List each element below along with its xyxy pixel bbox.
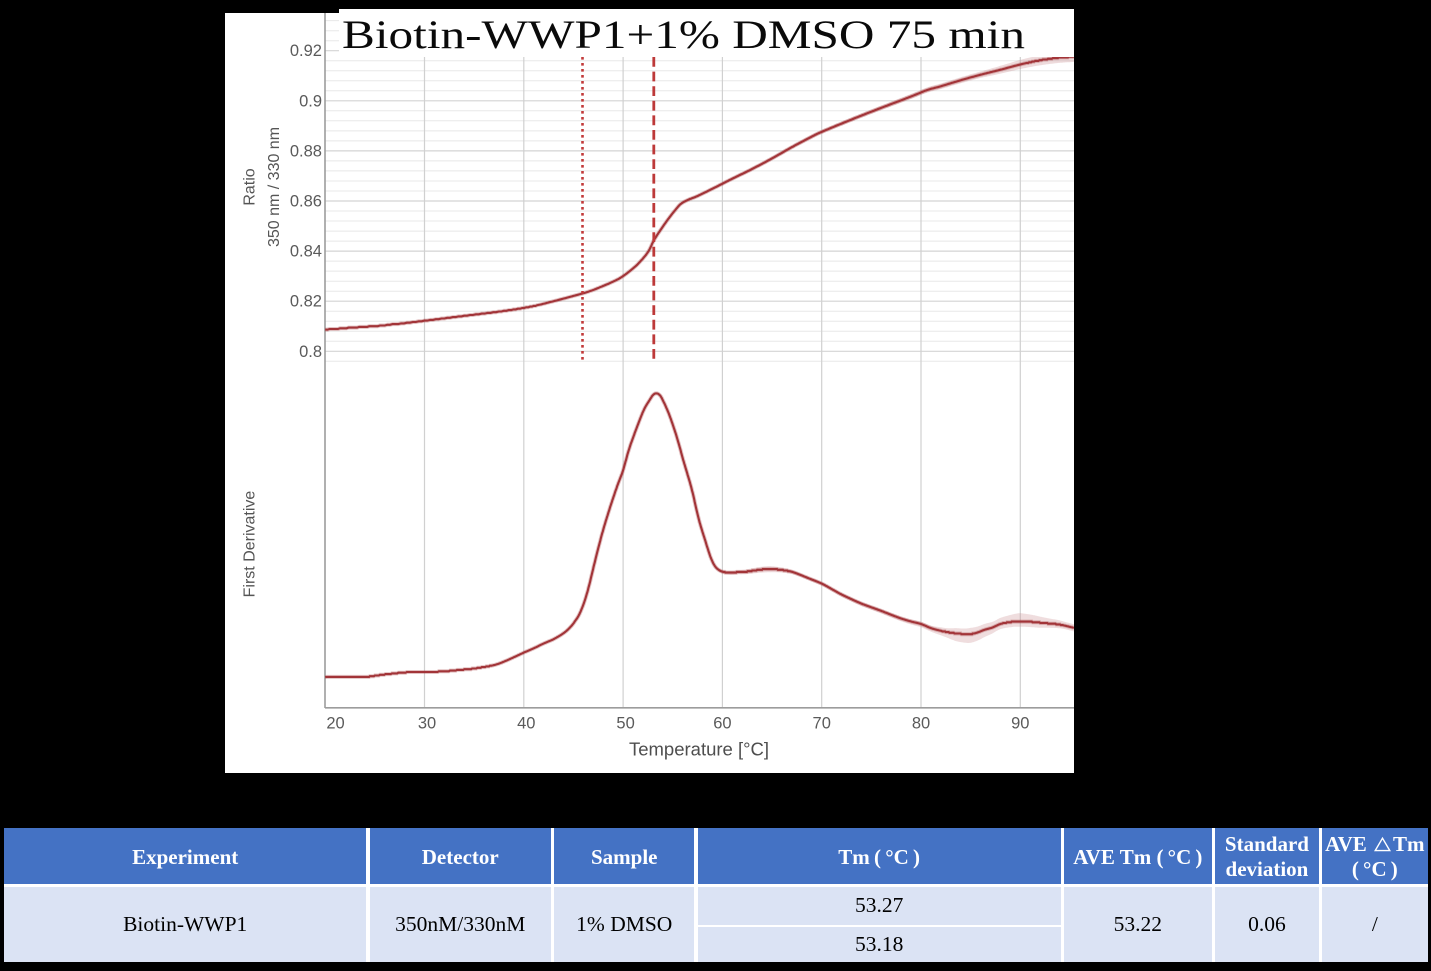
svg-text:Ratio: Ratio bbox=[242, 168, 259, 205]
svg-text:80: 80 bbox=[912, 715, 930, 733]
svg-text:0.9: 0.9 bbox=[299, 92, 322, 110]
svg-text:20: 20 bbox=[326, 715, 344, 733]
svg-text:30: 30 bbox=[418, 715, 436, 733]
svg-text:350 nm / 330 nm: 350 nm / 330 nm bbox=[266, 127, 283, 247]
svg-text:0.92: 0.92 bbox=[290, 42, 322, 60]
svg-text:0.88: 0.88 bbox=[290, 142, 322, 160]
svg-text:0.82: 0.82 bbox=[290, 293, 322, 311]
svg-text:70: 70 bbox=[813, 715, 831, 733]
svg-text:0.8: 0.8 bbox=[299, 343, 322, 361]
svg-text:Temperature [°C]: Temperature [°C] bbox=[629, 739, 769, 760]
svg-text:40: 40 bbox=[517, 715, 535, 733]
svg-text:0.84: 0.84 bbox=[290, 243, 322, 261]
svg-text:90: 90 bbox=[1011, 715, 1029, 733]
svg-text:First Derivative: First Derivative bbox=[242, 491, 259, 598]
svg-text:50: 50 bbox=[616, 715, 634, 733]
svg-text:60: 60 bbox=[713, 715, 731, 733]
svg-text:0.86: 0.86 bbox=[290, 193, 322, 211]
